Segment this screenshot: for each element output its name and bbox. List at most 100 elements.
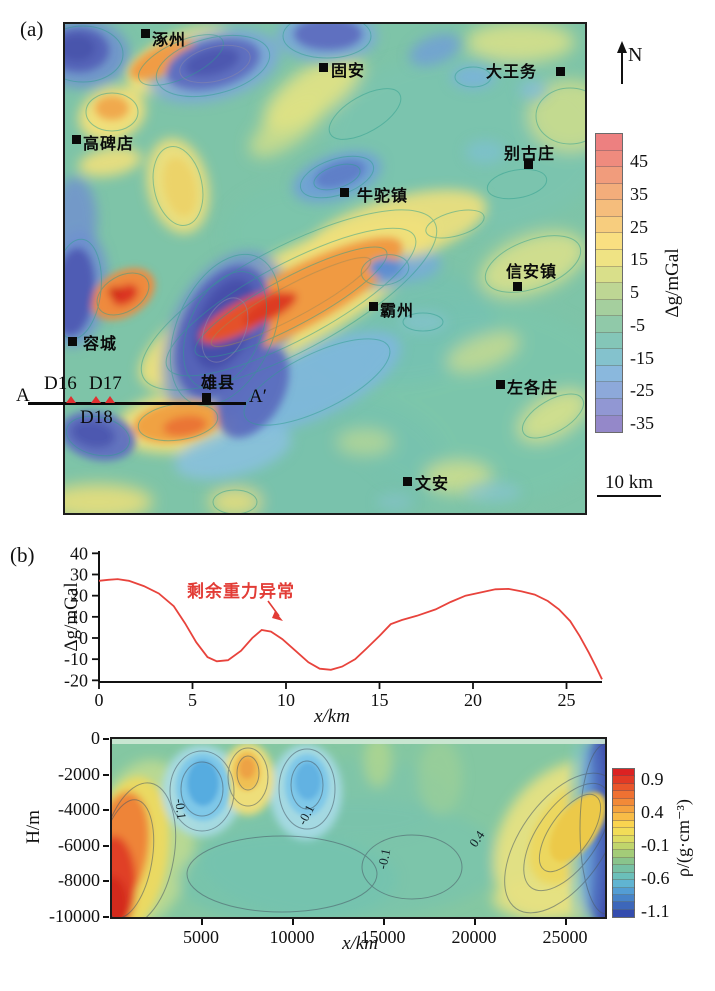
colorbar-segment: [595, 248, 623, 268]
city-label: 左各庄: [507, 380, 559, 397]
colorbar-tick-label: -15: [630, 347, 654, 368]
profile-start-label: A: [16, 385, 30, 406]
annotation-arrow: [267, 600, 283, 621]
b2-y-tick: [103, 844, 109, 847]
y-tick-label: 30: [70, 564, 88, 584]
b1-ylabel: Δg/mGal: [61, 582, 82, 652]
profile-end-label: A′: [249, 386, 267, 407]
y-tick-label: 10: [70, 607, 88, 627]
b2-x-tick-label: 25000: [542, 927, 588, 947]
density-section: -0.1 -0.1 -0.1 0.4: [110, 737, 607, 919]
city-marker-square: [72, 135, 81, 144]
colorbar-segment: [595, 381, 623, 400]
city-marker-square: [556, 67, 565, 76]
colorbar-segment: [612, 790, 635, 800]
x-tick-label: 10: [277, 690, 295, 710]
b2-x-tick: [565, 919, 567, 925]
city-marker-square: [319, 63, 328, 72]
b2-x-tick-label: 20000: [451, 927, 497, 947]
colorbar-segment: [612, 804, 635, 815]
city-marker-square: [496, 380, 505, 389]
city-marker-square: [403, 477, 412, 486]
colorbar-segment: [595, 199, 623, 218]
colorbar-segment: [612, 812, 635, 822]
colorbar-tick-label: 25: [630, 216, 648, 237]
colorbar-segment: [595, 398, 623, 417]
colorbar-segment: [595, 149, 623, 169]
colorbar-segment: [612, 886, 635, 896]
colorbar-segment: [612, 767, 635, 778]
b2-x-tick: [474, 919, 476, 925]
b2-y-tick-label: -4000: [58, 799, 100, 820]
city-label: 大王务: [486, 64, 538, 81]
colorbar-segment: [595, 298, 623, 318]
colorbar-segment: [595, 182, 623, 202]
b2-x-tick: [201, 919, 203, 925]
colorbar-tick-label: 45: [630, 151, 648, 171]
panel-b-label: (b): [10, 543, 35, 567]
map-contour-art: [65, 24, 585, 513]
colorbar-segment: [595, 232, 623, 251]
station-label: D16: [44, 373, 77, 394]
b2-y-tick: [103, 773, 109, 776]
colorbar-segment: [612, 864, 635, 874]
b2-y-tick-label: -2000: [58, 763, 100, 784]
colorbar-segment: [612, 893, 635, 904]
y-tick-label: -20: [64, 670, 88, 690]
city-label: 容城: [83, 336, 118, 353]
residual-anomaly-annotation: 剩余重力异常: [187, 582, 295, 601]
colorbar-segment: [612, 834, 635, 845]
city-marker-square: [340, 188, 349, 197]
colorbar-tick-label: 0.9: [641, 769, 664, 789]
x-tick-label: 5: [188, 690, 197, 710]
city-label: 高碑店: [83, 136, 135, 153]
colorbar-segment: [595, 348, 623, 367]
colorbar-segment: [612, 901, 635, 911]
b2-y-tick: [103, 809, 109, 812]
colorbar-segment: [595, 364, 623, 384]
colorbar-tick-label: -0.6: [641, 868, 670, 888]
colorbar-tick-label: 5: [630, 282, 639, 302]
y-tick-label: 0: [79, 628, 88, 648]
colorbar-b-title: ρ/(g·cm⁻³): [673, 799, 693, 877]
colorbar-segment: [595, 166, 623, 185]
city-marker-square: [524, 160, 533, 169]
gravity-anomaly-map: [63, 22, 587, 515]
b2-y-tick: [103, 916, 109, 918]
colorbar-segment: [595, 282, 623, 301]
colorbar-tick-label: 15: [630, 249, 648, 270]
colorbar-segment: [612, 879, 635, 889]
colorbar-tick-label: 0.4: [641, 802, 664, 822]
profile-line: [28, 402, 246, 405]
city-label: 固安: [331, 63, 366, 80]
b2-y-tick-label: 0: [91, 728, 100, 748]
x-tick-label: 0: [95, 690, 104, 710]
colorbar-segment: [612, 842, 635, 852]
colorbar-segment: [612, 849, 635, 859]
colorbar-segment: [612, 775, 635, 785]
city-marker-square: [513, 282, 522, 291]
x-tick-label: 20: [464, 690, 482, 710]
colorbar-a-title: Δg/mGal: [662, 248, 683, 318]
y-tick-label: -10: [64, 649, 88, 669]
gravity-profile-curve: [98, 578, 603, 680]
b2-x-tick: [292, 919, 294, 925]
colorbar-segment: [595, 133, 623, 152]
b2-x-tick: [383, 919, 385, 925]
y-tick-label: 40: [70, 543, 88, 563]
contour-value-label: -0.1: [172, 797, 190, 821]
b2-ylabel: H/m: [23, 810, 44, 844]
city-label: 信安镇: [506, 264, 558, 281]
city-label: 别古庄: [504, 146, 556, 163]
colorbar-segment: [612, 782, 635, 793]
city-label: 涿州: [152, 32, 187, 49]
colorbar-segment: [595, 414, 623, 434]
city-label: 牛驼镇: [357, 188, 409, 205]
colorbar-tick-label: -5: [630, 314, 645, 335]
station-label: D18: [80, 407, 113, 428]
station-triangle-icon: [91, 396, 101, 403]
city-marker-square: [202, 393, 211, 402]
b2-y-tick-label: -8000: [58, 870, 100, 891]
x-tick-label: 15: [371, 690, 389, 710]
